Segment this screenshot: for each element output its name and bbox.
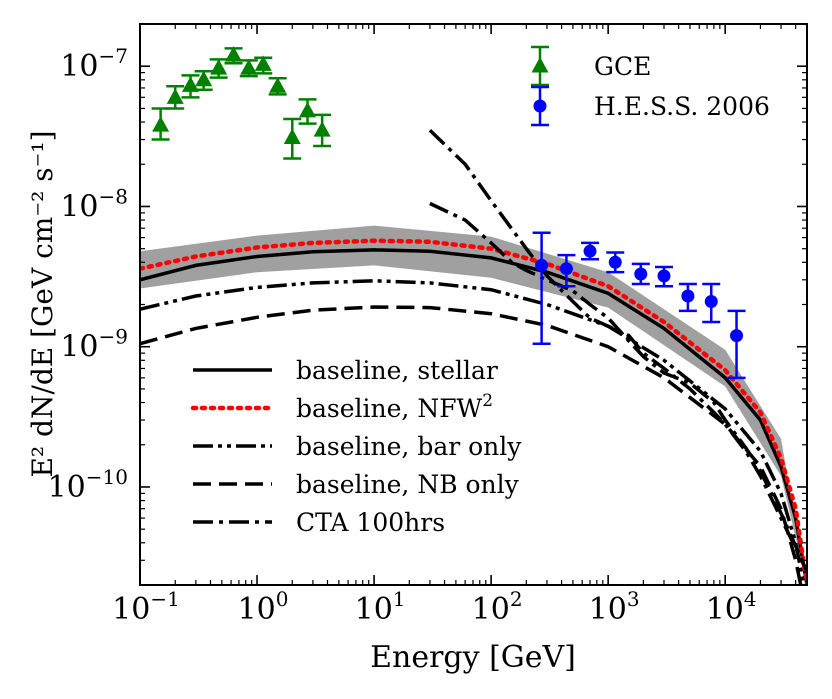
x-tick-label: 100 (238, 587, 289, 627)
svg-text:baseline, NFW2: baseline, NFW2 (296, 391, 493, 423)
legend-entry: CTA 100hrs (193, 508, 445, 537)
svg-text:10−7: 10−7 (60, 44, 128, 84)
svg-text:101: 101 (355, 587, 406, 627)
svg-text:103: 103 (589, 587, 640, 627)
hess-point (678, 282, 697, 313)
x-axis-label: Energy [GeV] (370, 640, 576, 675)
hess-point (727, 309, 746, 380)
svg-text:GCE: GCE (594, 52, 651, 81)
x-tick-label: 104 (706, 587, 757, 627)
gce-point (194, 70, 213, 91)
svg-text:baseline, bar only: baseline, bar only (296, 432, 522, 461)
gce-point (313, 113, 332, 148)
y-tick-label: 10−10 (48, 465, 128, 505)
legend-entry: baseline, NB only (193, 470, 520, 499)
svg-text:10−9: 10−9 (60, 325, 128, 365)
x-tick-label: 101 (355, 587, 406, 627)
gce-point (209, 58, 228, 79)
gce-point (239, 59, 258, 78)
x-tick-label: 103 (589, 587, 640, 627)
svg-text:102: 102 (472, 587, 523, 627)
gce-point (298, 98, 317, 125)
svg-text:H.E.S.S. 2006: H.E.S.S. 2006 (594, 92, 770, 121)
y-tick-label: 10−9 (60, 325, 128, 365)
svg-text:104: 104 (706, 587, 757, 627)
x-tick-label: 102 (472, 587, 523, 627)
hess-point (702, 282, 721, 324)
hess-point (631, 262, 650, 286)
series-line-2 (140, 238, 807, 585)
legend-entry: baseline, stellar (193, 356, 498, 385)
plot-background (140, 24, 807, 585)
series-line-5 (428, 128, 807, 573)
gce-point (224, 46, 243, 65)
series-line-1 (140, 248, 807, 585)
gce-point (268, 77, 287, 96)
series-line-6 (429, 201, 807, 573)
svg-text:10−1: 10−1 (112, 587, 180, 627)
legend-entry: baseline, bar only (193, 432, 522, 461)
gce-point (283, 117, 302, 160)
series-line-3 (140, 279, 806, 585)
series-line-4 (140, 305, 803, 585)
hess-point (606, 251, 625, 274)
hess-point (532, 231, 551, 345)
hess-point (654, 265, 673, 288)
svg-text:100: 100 (238, 587, 289, 627)
svg-text:10−8: 10−8 (60, 184, 128, 224)
legend-entry: baseline, NFW2 (190, 391, 493, 423)
hess-point (557, 253, 576, 288)
legend-entry: GCE (531, 45, 651, 87)
hess-point (581, 241, 600, 261)
plot-frame (139, 23, 808, 586)
x-tick-label: 10−1 (112, 587, 180, 627)
svg-text:baseline, NB only: baseline, NB only (296, 470, 520, 499)
svg-text:baseline, stellar: baseline, stellar (296, 356, 498, 385)
gce-point (254, 55, 273, 75)
gce-point (181, 74, 200, 99)
gce-point (166, 84, 185, 110)
svg-text:CTA 100hrs: CTA 100hrs (296, 508, 445, 537)
y-tick-label: 10−8 (60, 184, 128, 224)
y-axis-label: E² dN/dE [GeV cm⁻² s⁻¹] (26, 130, 59, 477)
svg-text:10−10: 10−10 (48, 465, 128, 505)
y-tick-label: 10−7 (60, 44, 128, 84)
legend-entry: H.E.S.S. 2006 (531, 85, 770, 127)
